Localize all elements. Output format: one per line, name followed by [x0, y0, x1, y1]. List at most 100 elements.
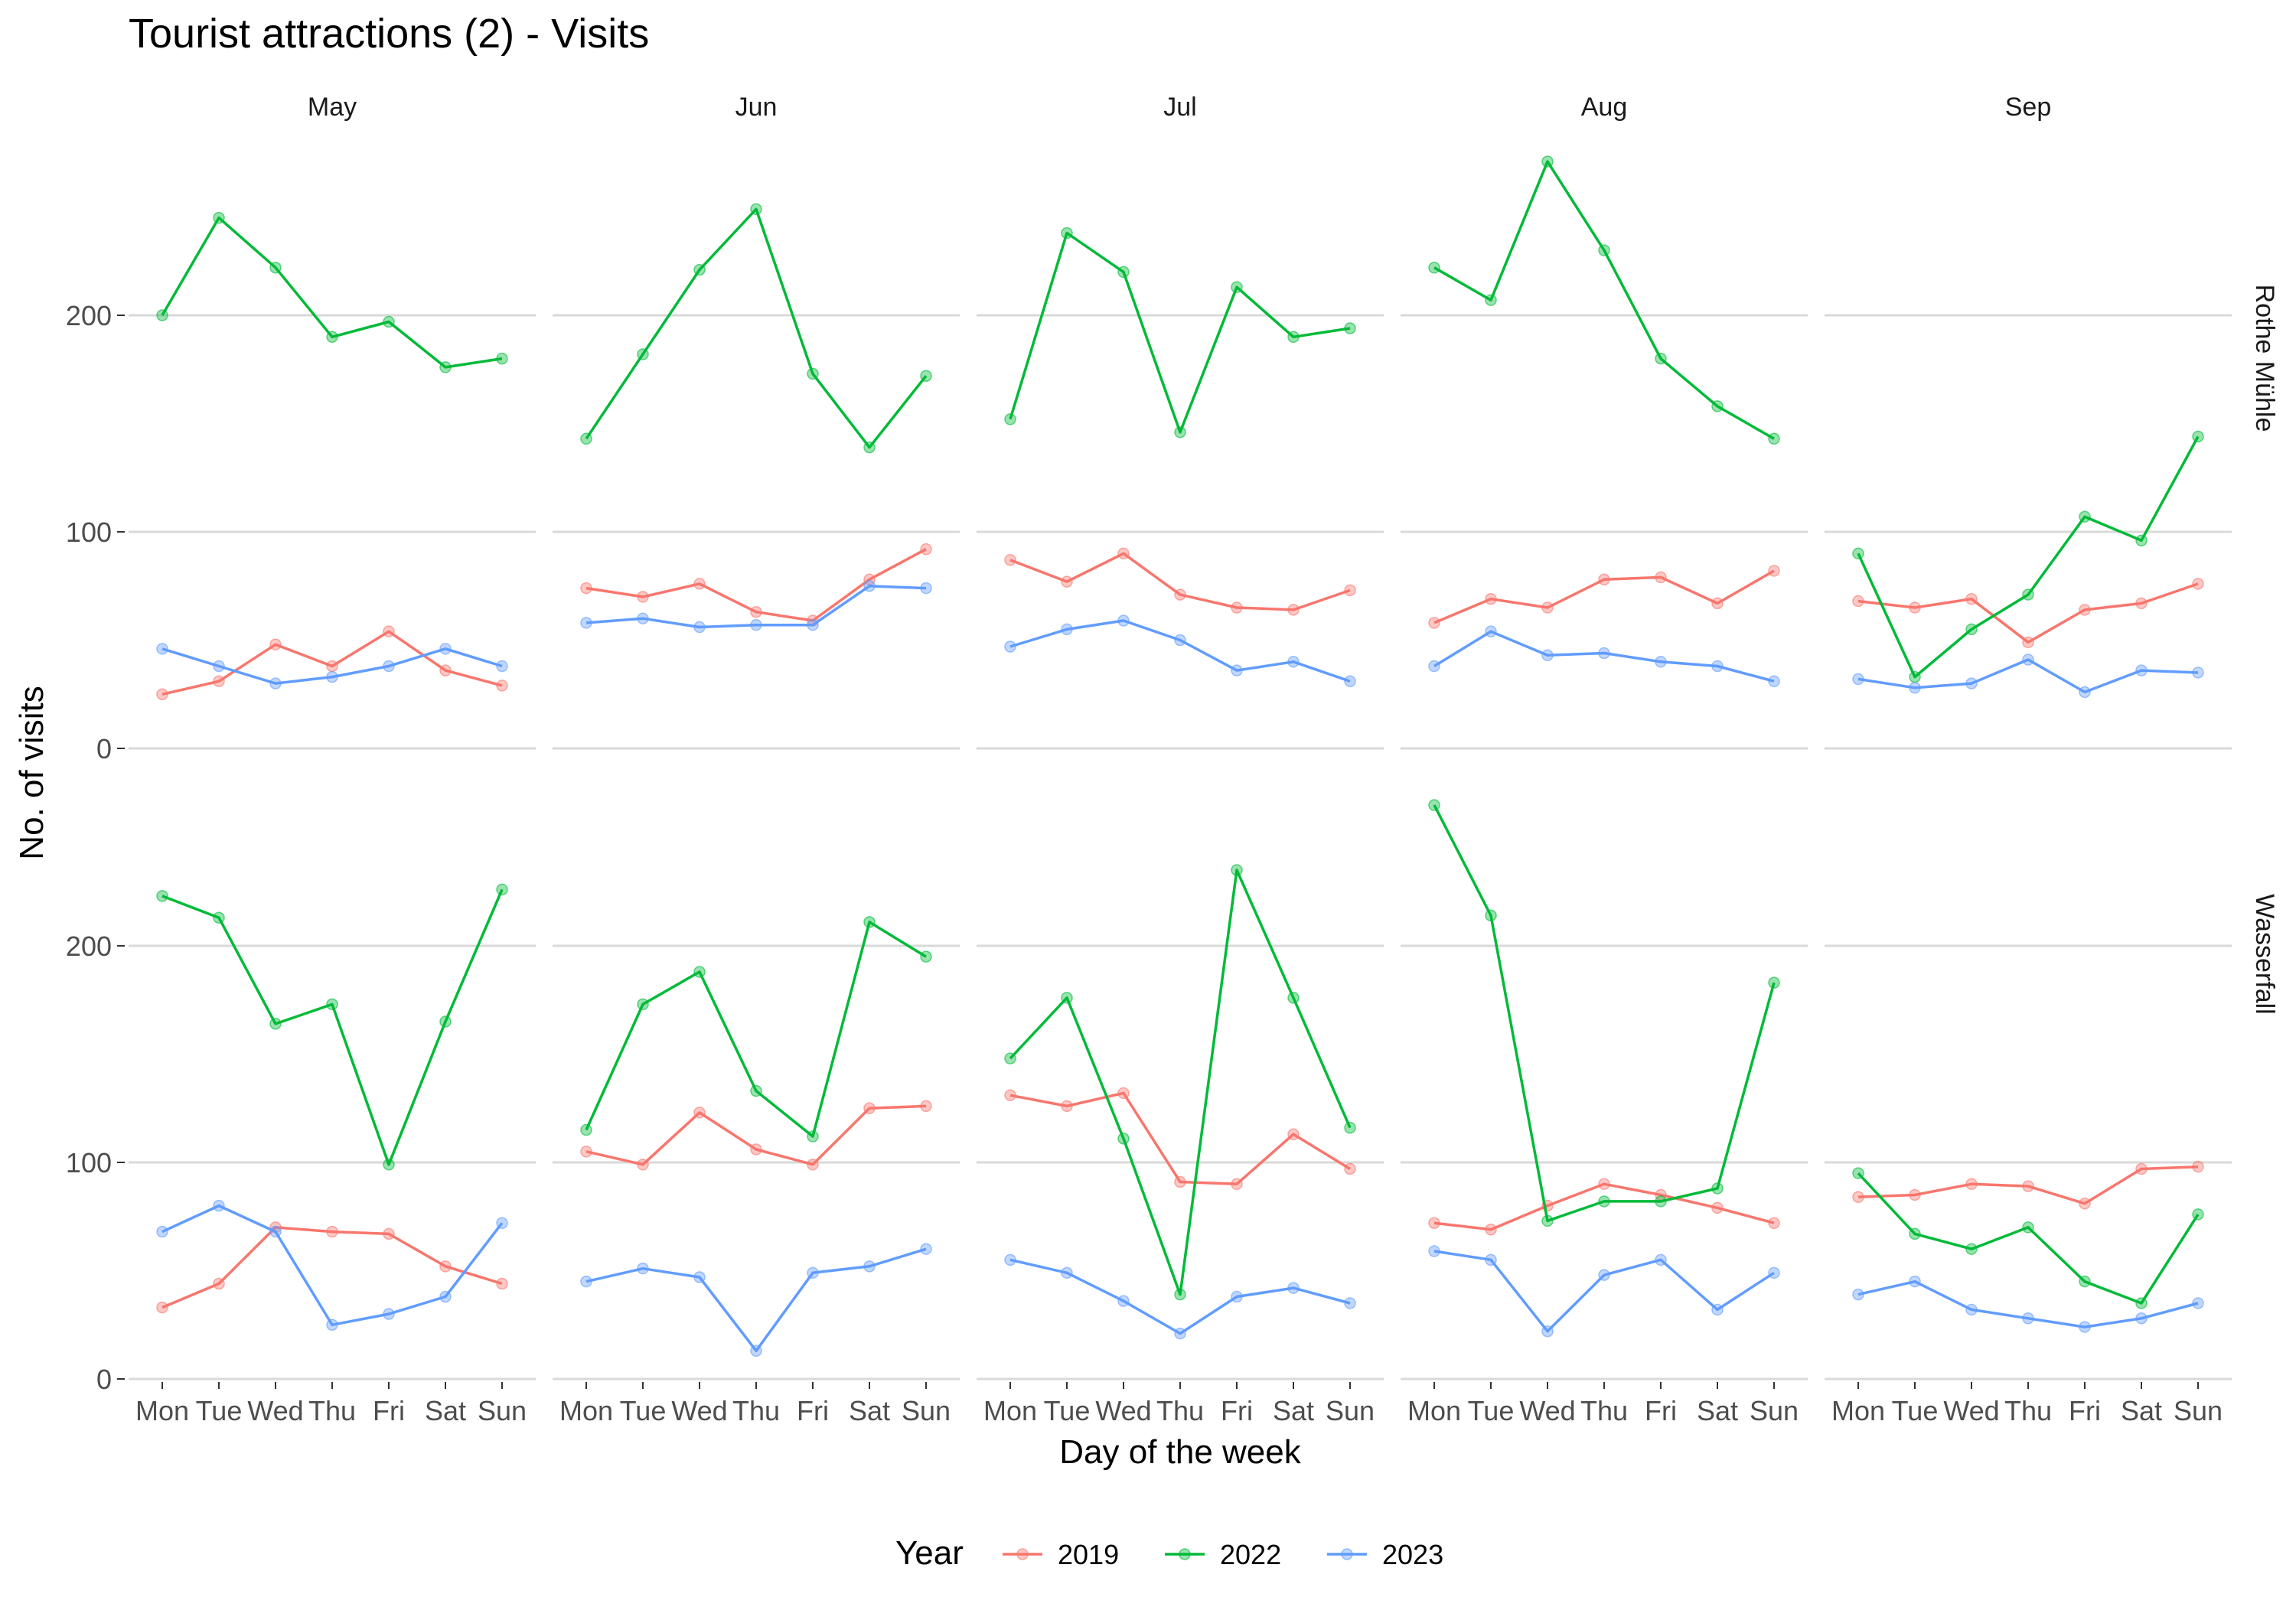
x-tick-label-jul-fri: Fri: [1221, 1395, 1253, 1426]
data-point-2023-wasserfall-aug-thu: [1598, 1269, 1610, 1281]
data-point-2019-wasserfall-may-fri: [383, 1227, 395, 1240]
series-line-2023-rothe-muhle-sep: [1857, 658, 2199, 694]
data-point-2023-rothe-muhle-jul-sat: [1287, 656, 1300, 668]
data-point-2019-wasserfall-may-sun: [496, 1277, 508, 1290]
series-line-2019-rothe-muhle-jun: [585, 548, 927, 622]
legend-key-point-2022: [1179, 1548, 1191, 1560]
x-tick-label-aug-sun: Sun: [1750, 1395, 1799, 1426]
data-point-2022-rothe-muhle-jun-tue: [637, 348, 649, 360]
x-tick-label-aug-wed: Wed: [1519, 1395, 1575, 1426]
data-point-2019-rothe-muhle-sep-fri: [2079, 604, 2091, 616]
data-point-2023-wasserfall-may-thu: [326, 1319, 338, 1331]
data-point-2022-wasserfall-may-sat: [439, 1015, 452, 1028]
data-point-2023-rothe-muhle-sep-tue: [1909, 682, 1921, 694]
data-point-2022-wasserfall-jul-sat: [1287, 992, 1300, 1004]
data-point-2019-rothe-muhle-jul-thu: [1174, 588, 1186, 601]
data-point-2019-rothe-muhle-sep-mon: [1852, 595, 1864, 608]
x-tick-label-jun-sat: Sat: [849, 1395, 890, 1426]
x-tick-label-aug-fri: Fri: [1645, 1395, 1677, 1426]
data-point-2022-rothe-muhle-may-tue: [213, 211, 225, 224]
data-point-2019-rothe-muhle-aug-mon: [1428, 617, 1440, 629]
data-point-2022-rothe-muhle-aug-fri: [1655, 352, 1667, 365]
x-tick-label-sep-tue: Tue: [1892, 1395, 1939, 1426]
data-point-2023-rothe-muhle-aug-wed: [1541, 649, 1554, 662]
data-point-2019-wasserfall-jun-sat: [863, 1102, 876, 1114]
data-point-2022-wasserfall-sep-sat: [2135, 1297, 2148, 1309]
data-point-2022-wasserfall-jun-mon: [580, 1123, 592, 1136]
facet-panels: May Jun Jul Aug Sep Rothe Mühle Wasserfall 0 100…: [66, 93, 2279, 1426]
strip-label-aug: Aug: [1581, 93, 1628, 122]
data-point-2023-wasserfall-jul-mon: [1004, 1253, 1016, 1266]
data-point-2019-rothe-muhle-jun-wed: [693, 578, 706, 590]
data-point-2022-wasserfall-jul-wed: [1117, 1133, 1130, 1145]
data-point-2019-wasserfall-aug-thu: [1598, 1178, 1610, 1191]
data-point-2022-wasserfall-jul-fri: [1231, 864, 1243, 876]
series-line-2023-rothe-muhle-jul: [1009, 619, 1351, 683]
data-point-2023-wasserfall-may-fri: [383, 1308, 395, 1320]
data-point-2022-rothe-muhle-aug-wed: [1541, 155, 1554, 168]
series-line-2019-wasserfall-may: [161, 1226, 503, 1309]
x-tick-label-sep-mon: Mon: [1831, 1395, 1885, 1426]
data-point-2019-rothe-muhle-may-sat: [439, 664, 452, 676]
x-tick-label-jun-tue: Tue: [620, 1395, 667, 1426]
data-point-2022-rothe-muhle-jun-sun: [920, 370, 932, 382]
data-point-2019-rothe-muhle-may-fri: [383, 625, 395, 637]
data-point-2022-wasserfall-aug-tue: [1485, 909, 1497, 922]
x-axis-title: Day of the week: [1059, 1433, 1301, 1471]
data-point-2022-wasserfall-aug-thu: [1598, 1195, 1610, 1208]
data-point-2019-rothe-muhle-aug-thu: [1598, 573, 1610, 586]
data-point-2022-wasserfall-aug-fri: [1655, 1195, 1667, 1208]
legend: Year 2019 2022 2023: [895, 1534, 1443, 1572]
data-point-2023-wasserfall-aug-mon: [1428, 1245, 1440, 1257]
data-point-2023-wasserfall-aug-sun: [1768, 1266, 1780, 1279]
data-point-2023-wasserfall-sep-fri: [2079, 1321, 2091, 1333]
x-tick-label-aug-thu: Thu: [1580, 1395, 1628, 1426]
y-tick-label-rothe-muhle-100: 100: [66, 517, 112, 548]
data-point-2023-rothe-muhle-aug-tue: [1485, 625, 1497, 637]
data-point-2023-wasserfall-may-mon: [156, 1225, 168, 1238]
data-point-2023-rothe-muhle-jul-thu: [1174, 634, 1186, 647]
data-point-2022-rothe-muhle-jul-tue: [1061, 227, 1073, 240]
data-point-2023-rothe-muhle-may-sat: [439, 643, 452, 655]
panel-wasserfall-aug: [1428, 799, 1780, 1338]
data-point-2022-rothe-muhle-jul-sun: [1344, 322, 1356, 334]
data-point-2023-wasserfall-sep-thu: [2022, 1312, 2034, 1325]
data-point-2019-wasserfall-sep-fri: [2079, 1198, 2091, 1210]
data-point-2019-wasserfall-may-thu: [326, 1225, 338, 1238]
x-tick-label-may-tue: Tue: [196, 1395, 243, 1426]
data-point-2019-rothe-muhle-sep-sun: [2192, 578, 2204, 590]
data-point-2019-rothe-muhle-jul-fri: [1231, 601, 1243, 614]
data-point-2019-wasserfall-jul-sun: [1344, 1162, 1356, 1175]
panel-wasserfall-sep: [1852, 1160, 2204, 1333]
data-point-2019-wasserfall-sep-sat: [2135, 1162, 2148, 1175]
data-point-2022-rothe-muhle-may-mon: [156, 309, 168, 321]
legend-key-point-2023: [1341, 1548, 1353, 1560]
data-point-2019-rothe-muhle-sep-tue: [1909, 601, 1921, 614]
x-tick-label-may-wed: Wed: [247, 1395, 303, 1426]
y-axis-title: No. of visits: [13, 686, 51, 859]
data-point-2023-wasserfall-jun-thu: [750, 1345, 762, 1357]
x-tick-label-jun-fri: Fri: [797, 1395, 829, 1426]
data-point-2019-rothe-muhle-jul-tue: [1061, 575, 1073, 588]
data-point-2022-wasserfall-sep-wed: [1965, 1243, 1978, 1255]
data-point-2023-rothe-muhle-jul-tue: [1061, 623, 1073, 636]
data-point-2022-rothe-muhle-sep-tue: [1909, 670, 1921, 683]
data-point-2022-wasserfall-jun-thu: [750, 1084, 762, 1097]
data-point-2023-rothe-muhle-jun-thu: [750, 618, 762, 631]
series-line-2023-rothe-muhle-jun: [585, 585, 927, 629]
data-point-2023-wasserfall-aug-tue: [1485, 1253, 1497, 1266]
series-line-2023-wasserfall-may: [161, 1204, 504, 1327]
data-point-2019-wasserfall-jun-sun: [920, 1100, 932, 1113]
row-strip-label-rothe-muhle: Rothe Mühle: [2250, 285, 2279, 432]
data-point-2022-wasserfall-may-mon: [156, 890, 168, 902]
x-tick-label-may-sun: Sun: [478, 1395, 527, 1426]
series-line-2022-rothe-muhle-aug: [1433, 160, 1775, 440]
data-point-2023-rothe-muhle-aug-mon: [1428, 660, 1440, 673]
data-point-2022-rothe-muhle-sep-sun: [2192, 430, 2204, 443]
data-point-2023-wasserfall-jun-wed: [693, 1271, 706, 1283]
data-point-2023-wasserfall-sep-mon: [1852, 1288, 1864, 1301]
x-tick-label-jul-sat: Sat: [1273, 1395, 1314, 1426]
row-strip-label-wasserfall: Wasserfall: [2250, 894, 2279, 1014]
data-point-2023-rothe-muhle-jul-sun: [1344, 675, 1356, 688]
data-point-2023-wasserfall-may-tue: [213, 1199, 225, 1212]
